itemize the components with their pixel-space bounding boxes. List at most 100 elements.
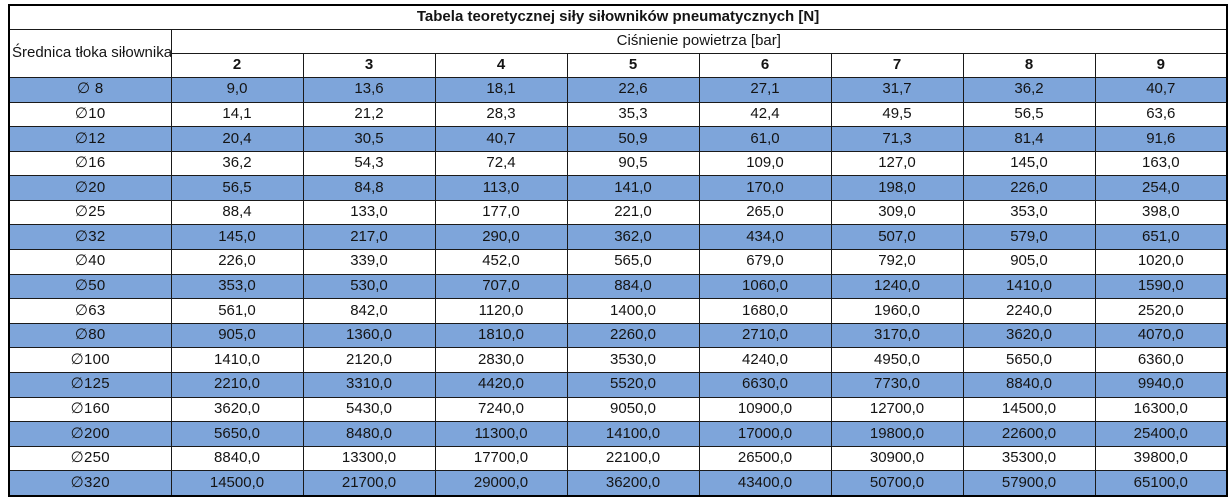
force-value-cell: 1410,0 <box>962 273 1096 300</box>
force-value-cell: 50700,0 <box>830 470 964 497</box>
row-header-piston-diameter: Średnica tłoka siłownika <box>8 29 172 78</box>
force-value-cell: 792,0 <box>830 249 964 275</box>
diameter-cell: ∅320 <box>8 470 172 497</box>
force-value-cell: 63,6 <box>1094 101 1228 128</box>
force-value-cell: 72,4 <box>434 150 568 177</box>
force-value-cell: 133,0 <box>302 199 436 226</box>
force-value-cell: 36,2 <box>170 150 304 177</box>
force-value-cell: 13300,0 <box>302 445 436 472</box>
force-value-cell: 5520,0 <box>566 371 700 398</box>
force-value-cell: 57900,0 <box>962 470 1096 497</box>
force-value-cell: 1060,0 <box>698 273 832 300</box>
force-value-cell: 4070,0 <box>1094 322 1228 349</box>
force-value-cell: 226,0 <box>170 249 304 275</box>
force-value-cell: 50,9 <box>566 126 700 152</box>
diameter-cell: ∅10 <box>8 101 172 128</box>
force-value-cell: 84,8 <box>302 175 436 201</box>
table-row: ∅12 20,4 30,5 40,7 50,9 61,0 71,3 81,4 91,6 <box>8 126 1228 152</box>
force-value-cell: 14100,0 <box>566 421 700 447</box>
force-value-cell: 49,5 <box>830 101 964 128</box>
force-value-cell: 170,0 <box>698 175 832 201</box>
force-value-cell: 35300,0 <box>962 445 1096 472</box>
force-value-cell: 22600,0 <box>962 421 1096 447</box>
force-value-cell: 30900,0 <box>830 445 964 472</box>
force-value-cell: 9940,0 <box>1094 371 1228 398</box>
force-value-cell: 21700,0 <box>302 470 436 497</box>
force-value-cell: 579,0 <box>962 224 1096 251</box>
force-value-cell: 61,0 <box>698 126 832 152</box>
force-value-cell: 561,0 <box>170 298 304 324</box>
force-value-cell: 226,0 <box>962 175 1096 201</box>
pressure-header-cell: 7 <box>830 53 964 78</box>
force-value-cell: 10900,0 <box>698 396 832 423</box>
force-value-cell: 1020,0 <box>1094 249 1228 275</box>
force-value-cell: 884,0 <box>566 273 700 300</box>
force-value-cell: 12700,0 <box>830 396 964 423</box>
force-value-cell: 81,4 <box>962 126 1096 152</box>
force-value-cell: 13,6 <box>302 77 436 103</box>
force-value-cell: 14,1 <box>170 101 304 128</box>
force-value-cell: 398,0 <box>1094 199 1228 226</box>
force-value-cell: 9050,0 <box>566 396 700 423</box>
force-value-cell: 113,0 <box>434 175 568 201</box>
force-value-cell: 3170,0 <box>830 322 964 349</box>
pressure-header-cell: 9 <box>1094 53 1228 78</box>
table-row: ∅63 561,0 842,0 1120,0 1400,0 1680,0 1960,0 224… <box>8 298 1228 324</box>
table-row: ∅100 1410,0 2120,0 2830,0 3530,0 4240,0 4950,0… <box>8 347 1228 373</box>
force-value-cell: 35,3 <box>566 101 700 128</box>
force-value-cell: 565,0 <box>566 249 700 275</box>
pressure-header-cell: 4 <box>434 53 568 78</box>
force-value-cell: 8840,0 <box>170 445 304 472</box>
force-value-cell: 22,6 <box>566 77 700 103</box>
force-value-cell: 65100,0 <box>1094 470 1228 497</box>
diameter-cell: ∅25 <box>8 199 172 226</box>
table-header: Tabela teoretycznej siły siłowników pneu… <box>8 4 1228 78</box>
pressure-header-cell: 6 <box>698 53 832 78</box>
force-value-cell: 5430,0 <box>302 396 436 423</box>
force-value-cell: 905,0 <box>170 322 304 349</box>
force-value-cell: 1360,0 <box>302 322 436 349</box>
pressure-header-cell: 5 <box>566 53 700 78</box>
force-value-cell: 17000,0 <box>698 421 832 447</box>
force-value-cell: 11300,0 <box>434 421 568 447</box>
force-value-cell: 71,3 <box>830 126 964 152</box>
diameter-cell: ∅80 <box>8 322 172 349</box>
force-value-cell: 36200,0 <box>566 470 700 497</box>
force-value-cell: 14500,0 <box>962 396 1096 423</box>
force-value-cell: 5650,0 <box>962 347 1096 373</box>
force-value-cell: 198,0 <box>830 175 964 201</box>
force-value-cell: 56,5 <box>170 175 304 201</box>
force-value-cell: 42,4 <box>698 101 832 128</box>
force-value-cell: 2710,0 <box>698 322 832 349</box>
force-value-cell: 1960,0 <box>830 298 964 324</box>
force-value-cell: 651,0 <box>1094 224 1228 251</box>
force-value-cell: 2240,0 <box>962 298 1096 324</box>
diameter-cell: ∅63 <box>8 298 172 324</box>
force-value-cell: 1120,0 <box>434 298 568 324</box>
table-row: ∅160 3620,0 5430,0 7240,0 9050,0 10900,0 12700… <box>8 396 1228 423</box>
force-table-body: ∅ 8 9,0 13,6 18,1 22,6 27,1 31,7 36,2 40,7 ∅10 14,… <box>8 77 1228 497</box>
force-value-cell: 6360,0 <box>1094 347 1228 373</box>
table-row: ∅250 8840,0 13300,0 17700,0 22100,0 26500,0 30… <box>8 445 1228 472</box>
force-value-cell: 679,0 <box>698 249 832 275</box>
force-value-cell: 362,0 <box>566 224 700 251</box>
table-row: ∅10 14,1 21,2 28,3 35,3 42,4 49,5 56,5 63,6 <box>8 101 1228 128</box>
column-group-header-air-pressure: Ciśnienie powietrza [bar] <box>170 29 1228 54</box>
table-row: ∅32 145,0 217,0 290,0 362,0 434,0 507,0 579,0 65… <box>8 224 1228 251</box>
force-value-cell: 842,0 <box>302 298 436 324</box>
force-value-cell: 31,7 <box>830 77 964 103</box>
force-value-cell: 217,0 <box>302 224 436 251</box>
diameter-cell: ∅250 <box>8 445 172 472</box>
table-row: ∅ 8 9,0 13,6 18,1 22,6 27,1 31,7 36,2 40,7 <box>8 77 1228 103</box>
force-value-cell: 434,0 <box>698 224 832 251</box>
table-row: ∅40 226,0 339,0 452,0 565,0 679,0 792,0 905,0 10… <box>8 249 1228 275</box>
force-value-cell: 5650,0 <box>170 421 304 447</box>
table-title: Tabela teoretycznej siły siłowników pneu… <box>8 4 1228 30</box>
group-header-row: Średnica tłoka siłownika Ciśnienie powie… <box>8 29 1228 78</box>
force-value-cell: 2260,0 <box>566 322 700 349</box>
force-value-cell: 6630,0 <box>698 371 832 398</box>
force-value-cell: 8480,0 <box>302 421 436 447</box>
diameter-cell: ∅ 8 <box>8 77 172 103</box>
force-value-cell: 7240,0 <box>434 396 568 423</box>
force-value-cell: 353,0 <box>170 273 304 300</box>
